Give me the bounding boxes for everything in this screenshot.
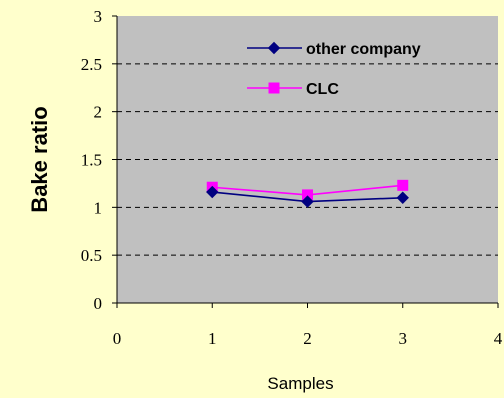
data-point bbox=[397, 179, 409, 191]
legend-entry: other company bbox=[247, 41, 421, 58]
x-tick-label: 0 bbox=[113, 329, 122, 348]
legend-label: other company bbox=[306, 41, 421, 58]
legend-entry: CLC bbox=[247, 81, 339, 98]
y-tick-label: 2 bbox=[94, 103, 103, 122]
y-axis-title: Bake ratio bbox=[27, 106, 52, 212]
legend-marker bbox=[267, 41, 281, 55]
x-tick-label: 1 bbox=[208, 329, 217, 348]
y-tick-label: 3 bbox=[94, 7, 103, 26]
legend-marker bbox=[268, 82, 280, 94]
tick-labels: 0 0.5 1 1.5 2 2.5 3 0 1 2 3 4 bbox=[81, 7, 503, 348]
series-other-company bbox=[206, 185, 409, 208]
y-tick-label: 2.5 bbox=[81, 55, 102, 74]
y-tick-label: 0.5 bbox=[81, 246, 102, 265]
x-tick-label: 4 bbox=[494, 329, 503, 348]
y-tick-label: 0 bbox=[94, 294, 103, 313]
legend: other company CLC bbox=[247, 41, 421, 98]
y-tick-label: 1 bbox=[94, 198, 103, 217]
series-group bbox=[206, 179, 409, 208]
data-point bbox=[396, 191, 409, 204]
axes bbox=[112, 15, 499, 308]
x-tick-label: 2 bbox=[303, 329, 312, 348]
x-axis-title: Samples bbox=[267, 374, 333, 393]
data-point bbox=[206, 185, 219, 199]
data-point bbox=[301, 195, 314, 208]
x-tick-label: 3 bbox=[399, 329, 408, 348]
y-tick-label: 1.5 bbox=[81, 151, 102, 170]
legend-label: CLC bbox=[306, 81, 339, 98]
